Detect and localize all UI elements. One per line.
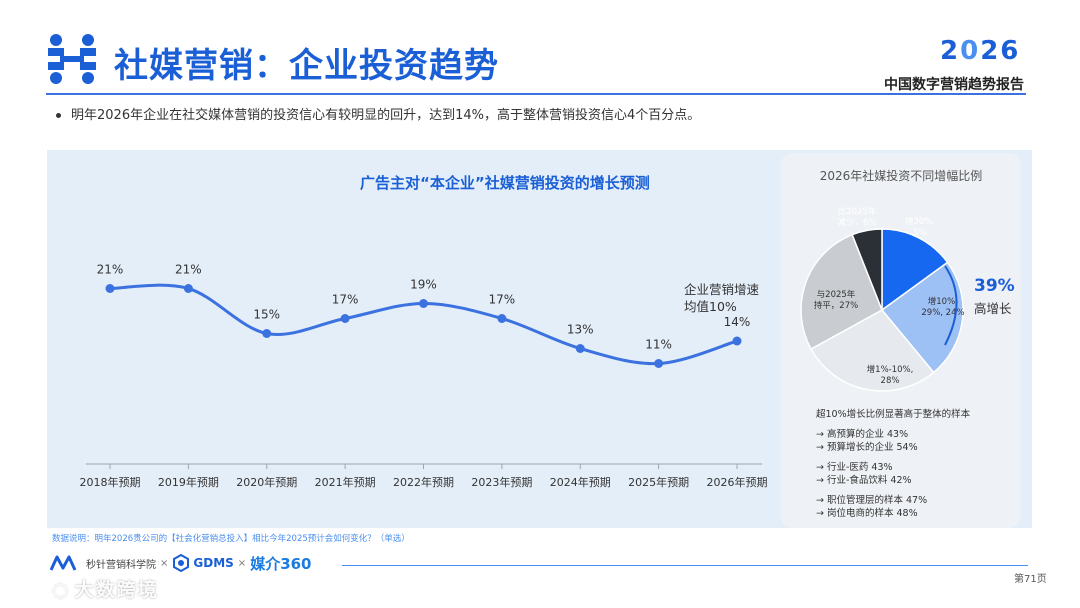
title-divider (46, 93, 1026, 95)
line-chart-title: 广告主对“本企业”社媒营销投资的增长预测 (360, 174, 650, 192)
page-number: 第71页 (1014, 574, 1047, 585)
page-title: 社媒营销：企业投资趋势 (114, 46, 499, 86)
summary-text: 明年2026年企业在社交媒体营销的投资信心有较明显的回升，达到14%，高于整体营… (71, 108, 701, 123)
sample-item: → 预算增长的企业 54% (816, 442, 918, 453)
sample-item: → 职位管理层的样本 47% (816, 495, 928, 506)
sample-heading: 超10%增长比例显著高于整体的样本 (816, 409, 971, 420)
average-note: 企业营销增速 均值10% (684, 281, 759, 315)
logo-separator: × (237, 557, 247, 569)
brand-year-part-a: 2 (940, 36, 961, 66)
miaozhen-logo-text: 秒针营销科学院 (86, 559, 156, 571)
footer-divider (342, 565, 1028, 566)
average-note-line2: 均值10% (684, 299, 737, 314)
watermark-icon: ◌ (52, 579, 71, 601)
sample-group: → 行业-医药 43% → 行业-食品饮料 42% (816, 461, 970, 487)
data-footnote: 数据说明：明年2026贵公司的【社会化营销总投入】相比今年2025预计会如何变化… (52, 534, 410, 544)
brand-year-part-b: 26 (980, 36, 1021, 66)
sample-item: → 岗位电商的样本 48% (816, 508, 918, 519)
network-logo-icon (48, 34, 96, 84)
miaozhen-logo-icon (50, 555, 77, 571)
sample-group: → 职位管理层的样本 47% → 岗位电商的样本 48% (816, 494, 970, 520)
watermark: ◌ 大数跨境 (52, 575, 159, 602)
high-growth-percent: 39% (974, 276, 1015, 296)
sample-item: → 高预算的企业 43% (816, 429, 909, 440)
bullet-dot (56, 113, 61, 118)
high-growth-label: 高增长 (974, 301, 1012, 316)
gdms-logo-text: GDMS (193, 556, 234, 570)
watermark-text: 大数跨境 (74, 579, 159, 601)
sample-list: 超10%增长比例显著高于整体的样本 → 高预算的企业 43% → 预算增长的企业… (816, 408, 970, 520)
meijie360-logo: 媒介360 (250, 554, 312, 573)
logo-separator: × (160, 557, 169, 569)
footer-logos: 秒针营销科学院 × GDMS × 媒介360 (50, 550, 312, 576)
sample-item: → 行业-医药 43% (816, 462, 893, 473)
sample-group: → 高预算的企业 43% → 预算增长的企业 54% (816, 428, 970, 454)
sample-item: → 行业-食品饮料 42% (816, 475, 912, 486)
brand-year-part-o: 0 (960, 36, 981, 66)
gdms-logo: GDMS (172, 554, 234, 572)
brand-year: 2026 (940, 36, 1020, 66)
summary-bullet: 明年2026年企业在社交媒体营销的投资信心有较明显的回升，达到14%，高于整体营… (56, 104, 700, 123)
report-subtitle: 中国数字营销趋势报告 (884, 77, 1024, 93)
gdms-logo-icon (173, 554, 190, 572)
pie-chart-title: 2026年社媒投资不同增幅比例 (819, 169, 983, 183)
average-note-line1: 企业营销增速 (684, 282, 760, 297)
